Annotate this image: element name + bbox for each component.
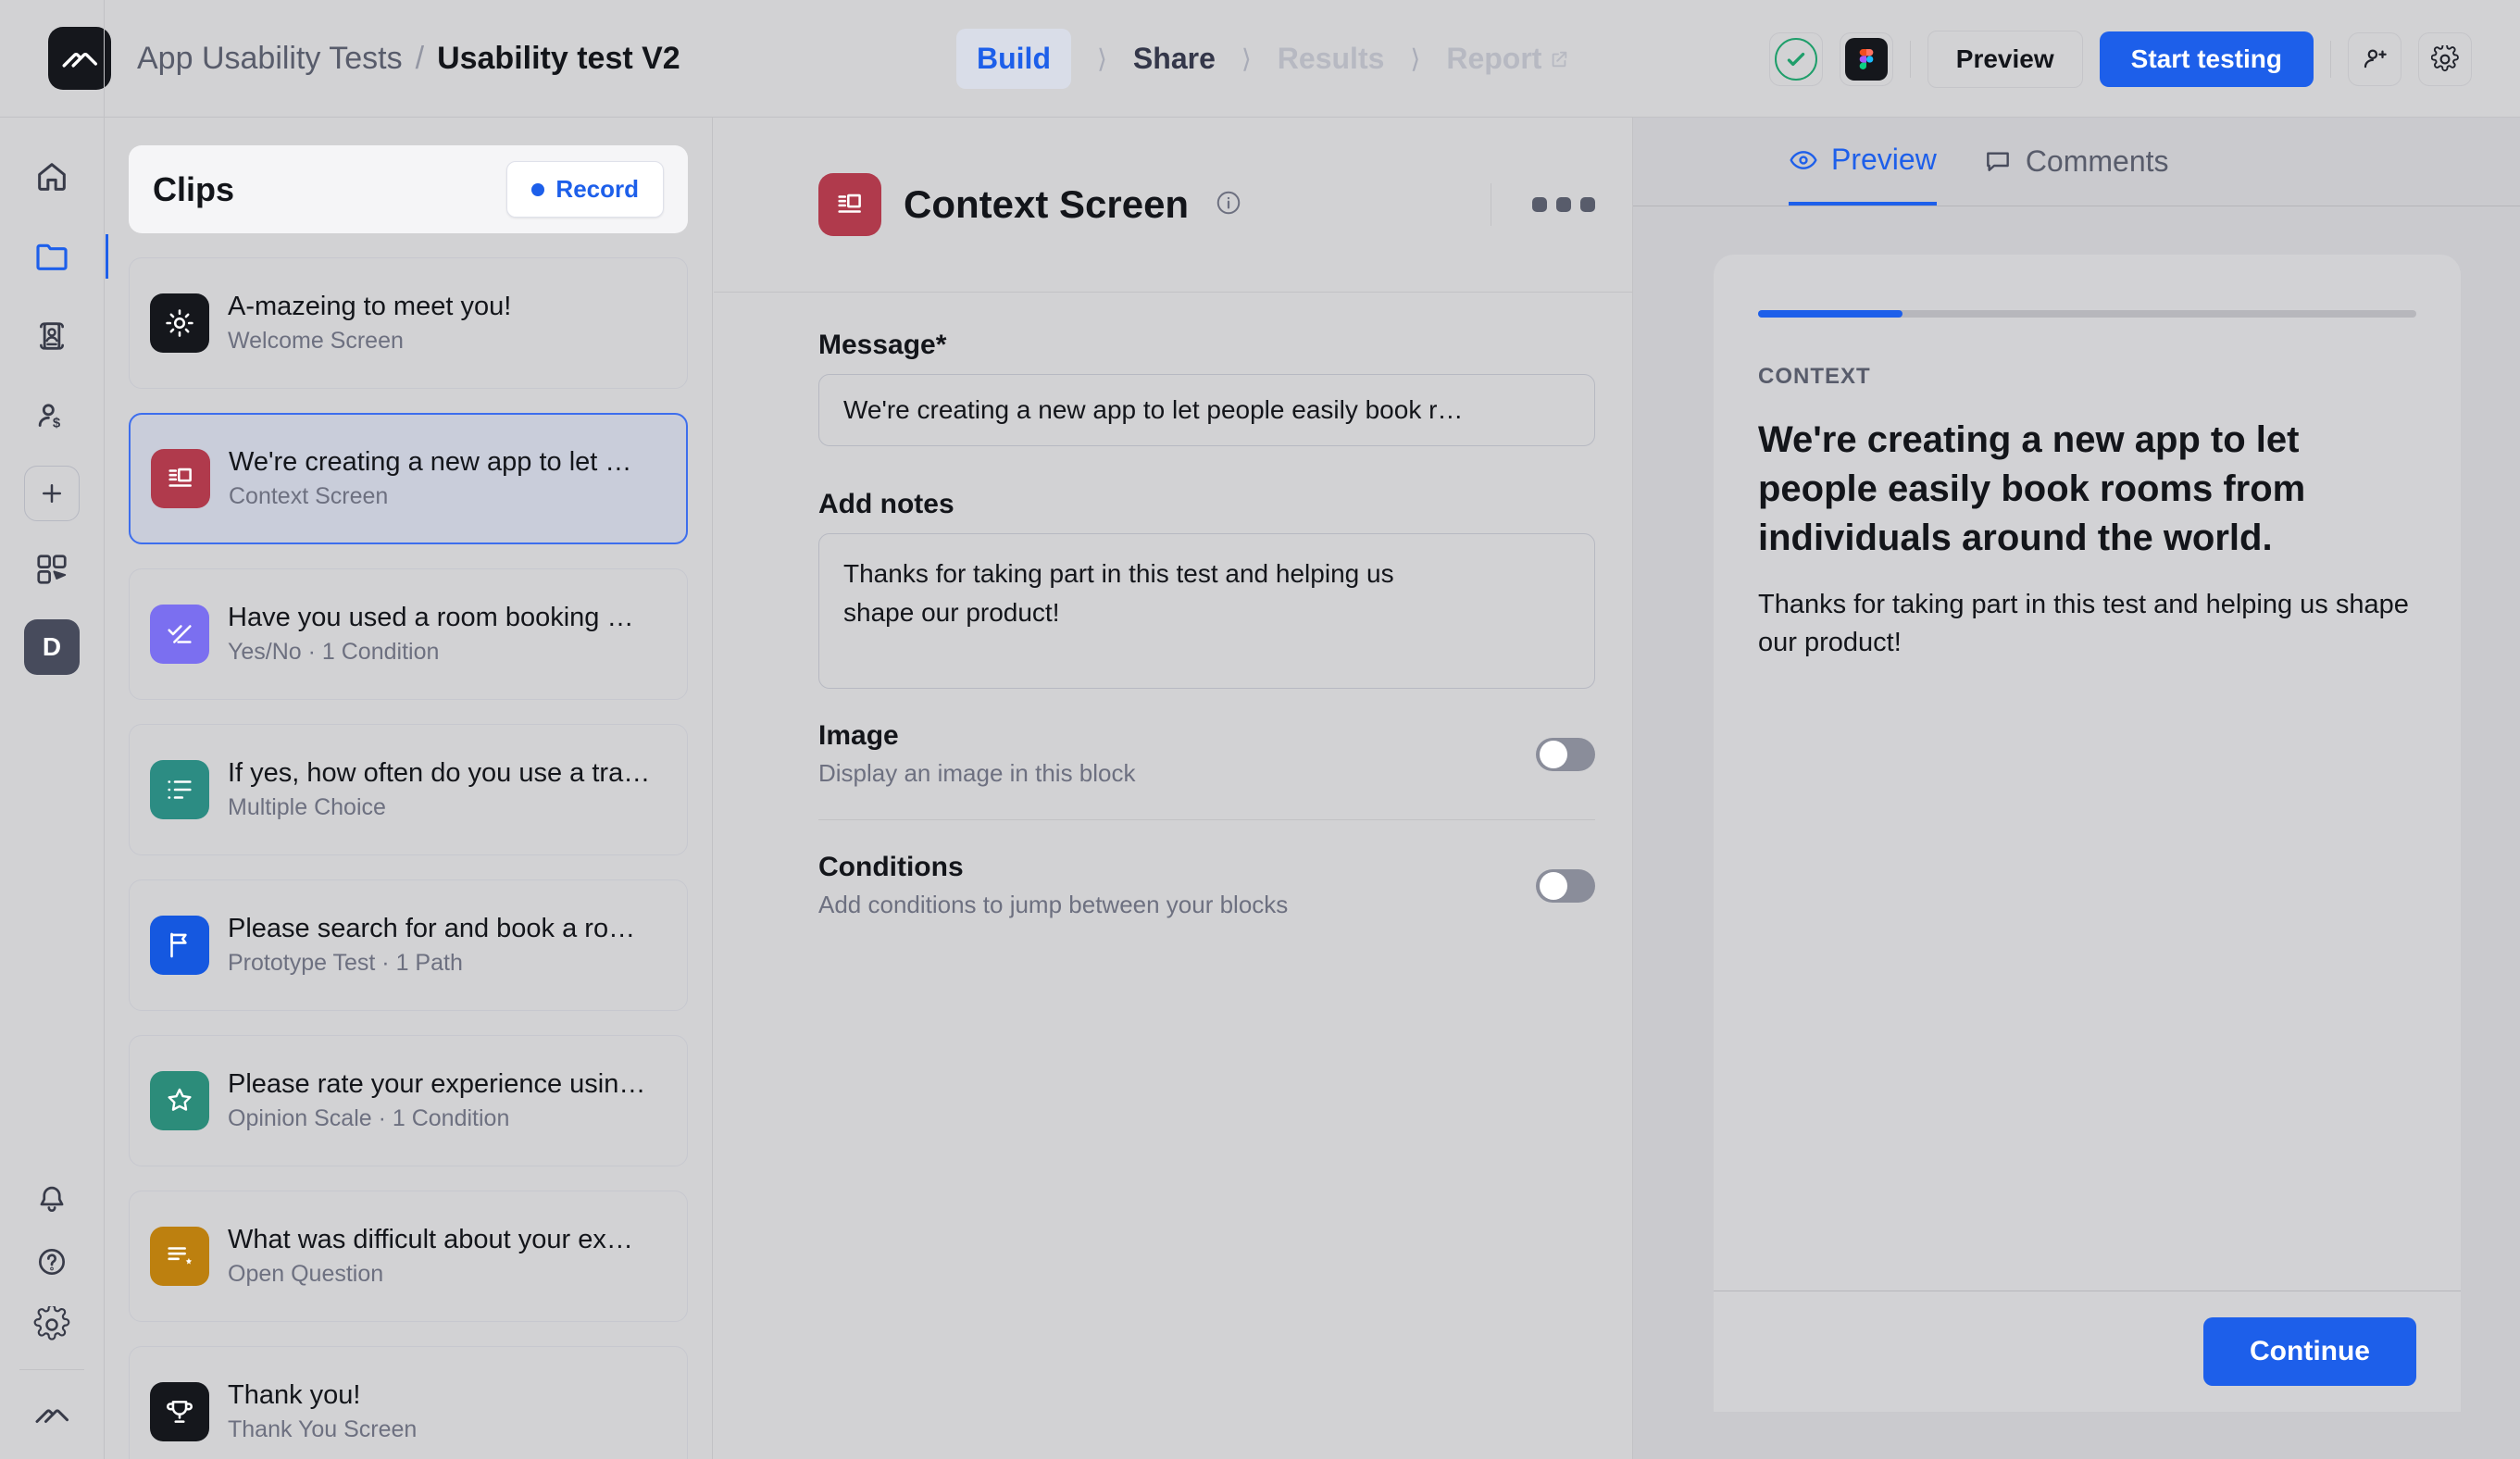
svg-text:$: $ <box>53 416 61 431</box>
